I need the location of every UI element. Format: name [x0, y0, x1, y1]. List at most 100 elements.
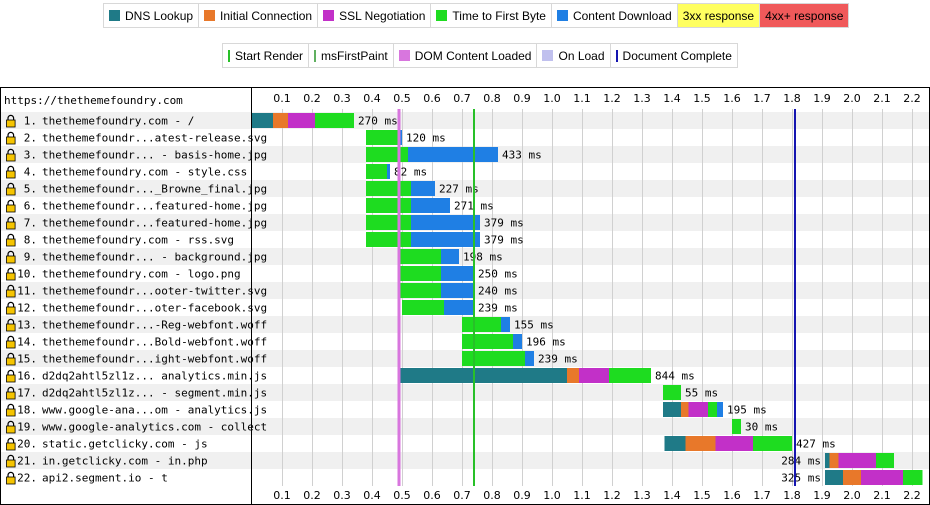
request-name: thethemefoundr... - background.jpg — [42, 251, 267, 264]
axis-tick-top: 1.1 — [573, 92, 591, 105]
event-legend-label: Start Render — [235, 48, 304, 63]
timing-bar-dl — [387, 164, 390, 179]
axis-tick-bottom: 1.6 — [723, 489, 741, 502]
request-number: 14. — [17, 336, 37, 349]
request-name: thethemefoundr...featured-home.jpg — [42, 217, 267, 230]
request-number: 13. — [17, 319, 37, 332]
request-legend-label: 4xx+ response — [765, 8, 844, 23]
request-duration: 379 ms — [484, 234, 524, 247]
timing-bar-dl — [441, 249, 459, 264]
request-name: in.getclicky.com - in.php — [42, 455, 208, 468]
timing-bar-ssl — [838, 453, 876, 468]
lock-icon — [6, 216, 16, 230]
page-url: https://thethemefoundry.com — [4, 94, 183, 107]
request-name: thethemefoundr...oter-facebook.svg — [42, 302, 267, 315]
axis-tick-top: 0.2 — [303, 92, 321, 105]
request-name: thethemefoundr...-Reg-webfont.woff — [42, 319, 267, 332]
event-legend-swatch — [615, 49, 618, 62]
event-legend-label: Document Complete — [622, 48, 732, 63]
request-legend: DNS Lookup Initial Connection SSL Negotiat… — [103, 3, 850, 28]
lock-icon — [6, 165, 16, 179]
request-legend-label: 3xx response — [682, 8, 755, 23]
axis-tick-bottom: 1.3 — [633, 489, 651, 502]
request-number: 9. — [24, 251, 37, 264]
request-number: 8. — [24, 234, 37, 247]
timing-bar-ttfb — [876, 453, 894, 468]
event-legend-item: DOM Content Loaded — [394, 44, 538, 67]
request-legend-label: DNS Lookup — [125, 8, 194, 23]
request-duration: 433 ms — [502, 149, 542, 162]
axis-tick-bottom: 0.1 — [273, 489, 291, 502]
axis-tick-top: 2.0 — [843, 92, 861, 105]
timing-bar-ssl — [288, 113, 315, 128]
timing-bar-ttfb — [708, 402, 717, 417]
axis-tick-bottom: 2.2 — [903, 489, 921, 502]
dom-content-loaded-marker — [397, 109, 401, 486]
request-duration: 195 ms — [727, 404, 767, 417]
request-name: thethemefoundr...atest-release.svg — [42, 132, 267, 145]
timing-bar-dl — [411, 215, 480, 230]
request-name: d2dq2ahtl5zl1z... analytics.min.js — [42, 370, 267, 383]
timing-bar-ssl — [579, 368, 609, 383]
waterfall-chart: 0.1 0.1 0.2 0.2 0.3 0.3 0.4 0.4 0.5 0.5 0.6 0.6 0.7 0… — [0, 87, 930, 505]
event-legend-label: On Load — [558, 48, 605, 63]
timing-bar-conn — [567, 368, 579, 383]
timing-bar-dl — [513, 334, 522, 349]
event-legend-item: Start Render — [223, 44, 310, 67]
timing-bar-ttfb — [399, 283, 441, 298]
axis-tick-top: 0.6 — [423, 92, 441, 105]
timing-bar-ttfb — [366, 215, 411, 230]
request-number: 6. — [24, 200, 37, 213]
axis-tick-bottom: 1.7 — [753, 489, 771, 502]
event-legend-item: On Load — [537, 44, 611, 67]
lock-icon — [6, 403, 16, 417]
timing-bar-ttfb — [366, 164, 387, 179]
axis-tick-top: 2.1 — [873, 92, 891, 105]
axis-tick-top: 1.6 — [723, 92, 741, 105]
request-legend-swatch — [204, 10, 216, 21]
timing-bar-ttfb — [366, 181, 411, 196]
request-duration: 379 ms — [484, 217, 524, 230]
request-name: thethemefoundr...ooter-twitter.svg — [42, 285, 267, 298]
request-name: thethemefoundry.com - style.css — [42, 166, 247, 179]
request-duration: 427 ms — [796, 438, 836, 451]
request-name: api2.segment.io - t — [42, 472, 168, 485]
request-duration: 196 ms — [526, 336, 566, 349]
request-legend-item: 4xx+ response — [760, 4, 849, 27]
timing-bar-dns — [397, 368, 567, 383]
lock-icon — [6, 114, 16, 128]
axis-tick-top: 1.3 — [633, 92, 651, 105]
request-duration: 120 ms — [406, 132, 446, 145]
timing-bar-dns — [663, 402, 681, 417]
timing-bar-conn — [843, 470, 861, 485]
lock-icon — [6, 199, 16, 213]
request-duration: 239 ms — [478, 302, 518, 315]
request-number: 17. — [17, 387, 37, 400]
event-legend-swatch — [314, 49, 317, 62]
timing-bar-ttfb — [397, 249, 441, 264]
event-legend-item: Document Complete — [611, 44, 737, 67]
timing-bar-dns — [825, 453, 830, 468]
request-number: 15. — [17, 353, 37, 366]
request-name: thethemefoundr...featured-home.jpg — [42, 200, 267, 213]
request-number: 3. — [24, 149, 37, 162]
request-number: 22. — [17, 472, 37, 485]
lock-icon — [6, 420, 16, 434]
request-number: 20. — [17, 438, 37, 451]
request-legend-swatch — [556, 10, 568, 21]
event-legend-swatch — [398, 50, 410, 61]
timing-bar-dl — [525, 351, 534, 366]
request-duration: 240 ms — [478, 285, 518, 298]
event-legend-label: DOM Content Loaded — [414, 48, 532, 63]
lock-icon — [6, 454, 16, 468]
request-name: static.getclicky.com - js — [42, 438, 208, 451]
axis-tick-bottom: 1.5 — [693, 489, 711, 502]
axis-tick-bottom: 1.4 — [663, 489, 681, 502]
request-duration: 325 ms — [781, 472, 821, 485]
lock-icon — [6, 301, 16, 315]
lock-icon — [6, 352, 16, 366]
row-stripe — [1, 112, 929, 129]
axis-tick-bottom: 0.5 — [393, 489, 411, 502]
timing-bar-ttfb — [462, 351, 525, 366]
timing-bar-ttfb — [366, 198, 411, 213]
